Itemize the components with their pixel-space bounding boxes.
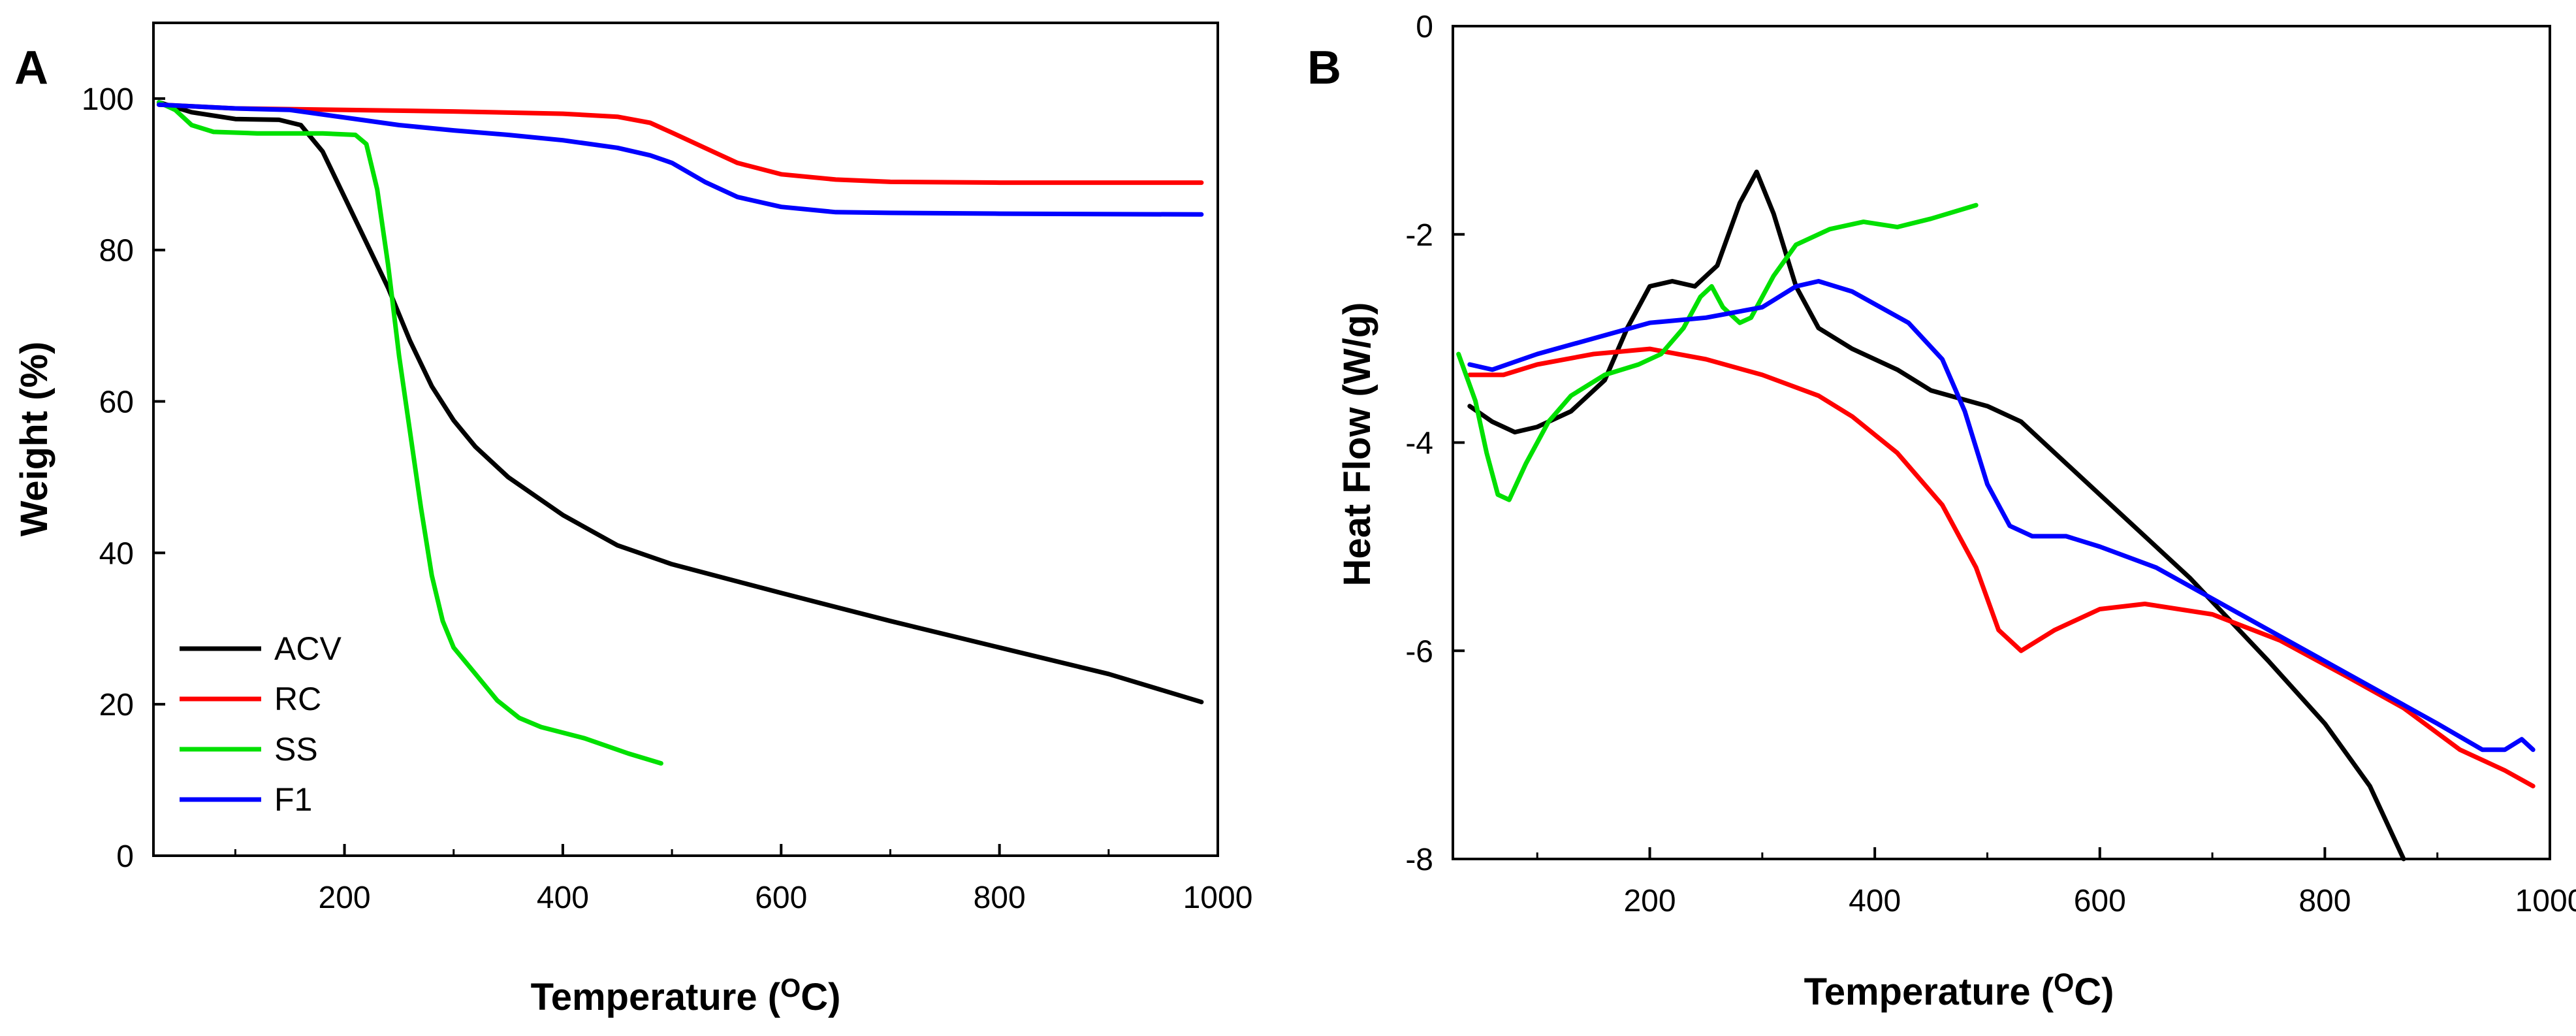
panel-b-y-tick-label--2: -2 xyxy=(1405,218,1433,253)
panel-b-series-rc-line xyxy=(1467,346,2536,788)
panel-b-series-group xyxy=(1456,169,2536,862)
panel-a-ticks xyxy=(153,97,1219,857)
legend-label-acv: ACV xyxy=(274,630,342,667)
panel-b-x-tick-label-200: 200 xyxy=(1623,884,1676,918)
panel-a-y-tick-label-80: 80 xyxy=(99,234,134,268)
panel-b-label: B xyxy=(1307,42,1341,94)
panel-b-series-f1-line xyxy=(1467,279,2536,753)
legend-label-ss: SS xyxy=(274,731,318,768)
panel-a-series-f1-line xyxy=(156,102,1204,217)
panel-a-x-tick-label-800: 800 xyxy=(974,881,1026,915)
panel-b-y-tick-label--6: -6 xyxy=(1405,634,1433,669)
panel-b-x-axis-title: Temperature (OC) xyxy=(1804,969,2114,1013)
panel-b-y-axis-title: Heat Flow (W/g) xyxy=(1336,302,1378,587)
panel-a-y-tick-label-60: 60 xyxy=(99,385,134,420)
panel-a-x-tick-label-1000: 1000 xyxy=(1183,881,1253,915)
panel-a-x-axis-title: Temperature (OC) xyxy=(531,974,841,1018)
panel-a-y-tick-label-40: 40 xyxy=(99,536,134,571)
panel-a-series-group xyxy=(156,100,1204,766)
panel-b-ticks xyxy=(1453,25,2551,860)
panel-a-y-tick-label-20: 20 xyxy=(99,688,134,722)
panel-a-y-axis-title: Weight (%) xyxy=(13,342,56,537)
panel-b-series-ss-line xyxy=(1456,202,1979,502)
panel-a-x-tick-label-400: 400 xyxy=(537,881,589,915)
panel-a-series-ss-line xyxy=(156,100,663,766)
legend-label-f1: F1 xyxy=(274,781,312,818)
panel-a-y-tick-label-100: 100 xyxy=(82,82,134,117)
legend-label-rc: RC xyxy=(274,681,321,717)
panel-b-x-tick-label-800: 800 xyxy=(2298,884,2351,918)
panel-b-x-tick-labels: 200 400 600 800 1000 xyxy=(1623,884,2576,918)
panel-a-y-tick-label-0: 0 xyxy=(116,839,134,874)
panel-a-legend: ACV RC SS F1 xyxy=(180,630,342,818)
panel-a-tga-chart: A 200 400 600 800 1000 0 20 40 60 80 100 Temperat… xyxy=(13,22,1253,1018)
panel-a-label: A xyxy=(14,42,48,94)
panel-a-x-tick-labels: 200 400 600 800 1000 xyxy=(319,881,1253,915)
panel-b-x-tick-label-600: 600 xyxy=(2074,884,2126,918)
panel-b-dsc-chart: B 200 400 600 800 1000 -8 -6 -4 -2 0 Temperature… xyxy=(1307,10,2576,1013)
panel-a-x-tick-label-600: 600 xyxy=(755,881,807,915)
panel-b-x-tick-label-1000: 1000 xyxy=(2515,884,2576,918)
panel-b-series-acv-line xyxy=(1467,169,2406,862)
panel-b-y-tick-label-0: 0 xyxy=(1416,10,1433,44)
panel-a-y-tick-labels: 0 20 40 60 80 100 xyxy=(82,82,134,874)
panel-b-x-tick-label-400: 400 xyxy=(1849,884,1901,918)
panel-a-x-tick-label-200: 200 xyxy=(319,881,371,915)
panel-b-y-tick-labels: -8 -6 -4 -2 0 xyxy=(1405,10,1433,877)
panel-a-series-acv-line xyxy=(156,100,1204,705)
panel-b-y-tick-label--4: -4 xyxy=(1405,427,1433,461)
panel-a-plot-frame xyxy=(152,22,1219,857)
panel-a-series-rc-line xyxy=(156,102,1204,186)
panel-b-y-tick-label--8: -8 xyxy=(1405,843,1433,877)
panel-b-plot-frame xyxy=(1452,25,2551,860)
